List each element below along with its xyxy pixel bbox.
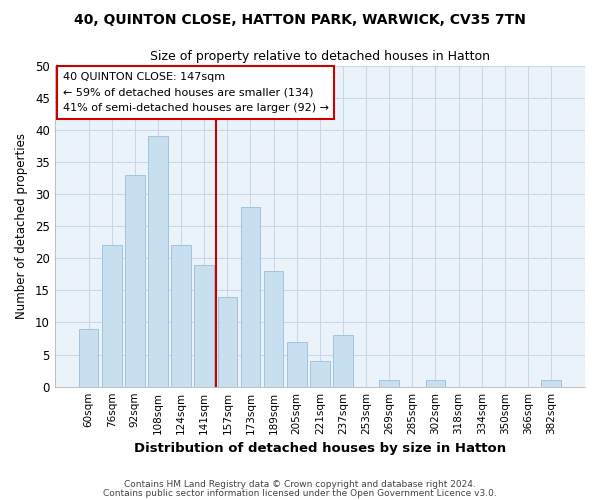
Bar <box>218 297 237 386</box>
Bar <box>379 380 399 386</box>
Title: Size of property relative to detached houses in Hatton: Size of property relative to detached ho… <box>150 50 490 63</box>
Bar <box>171 246 191 386</box>
Bar <box>310 361 329 386</box>
Bar <box>125 174 145 386</box>
Text: 40 QUINTON CLOSE: 147sqm
← 59% of detached houses are smaller (134)
41% of semi-: 40 QUINTON CLOSE: 147sqm ← 59% of detach… <box>62 72 329 113</box>
Bar <box>333 336 353 386</box>
Bar <box>194 264 214 386</box>
Bar <box>79 329 98 386</box>
Bar <box>241 207 260 386</box>
X-axis label: Distribution of detached houses by size in Hatton: Distribution of detached houses by size … <box>134 442 506 455</box>
Text: Contains HM Land Registry data © Crown copyright and database right 2024.: Contains HM Land Registry data © Crown c… <box>124 480 476 489</box>
Bar <box>541 380 561 386</box>
Bar <box>148 136 168 386</box>
Y-axis label: Number of detached properties: Number of detached properties <box>15 133 28 319</box>
Text: 40, QUINTON CLOSE, HATTON PARK, WARWICK, CV35 7TN: 40, QUINTON CLOSE, HATTON PARK, WARWICK,… <box>74 12 526 26</box>
Bar <box>287 342 307 386</box>
Text: Contains public sector information licensed under the Open Government Licence v3: Contains public sector information licen… <box>103 488 497 498</box>
Bar <box>102 246 122 386</box>
Bar <box>425 380 445 386</box>
Bar <box>264 271 283 386</box>
